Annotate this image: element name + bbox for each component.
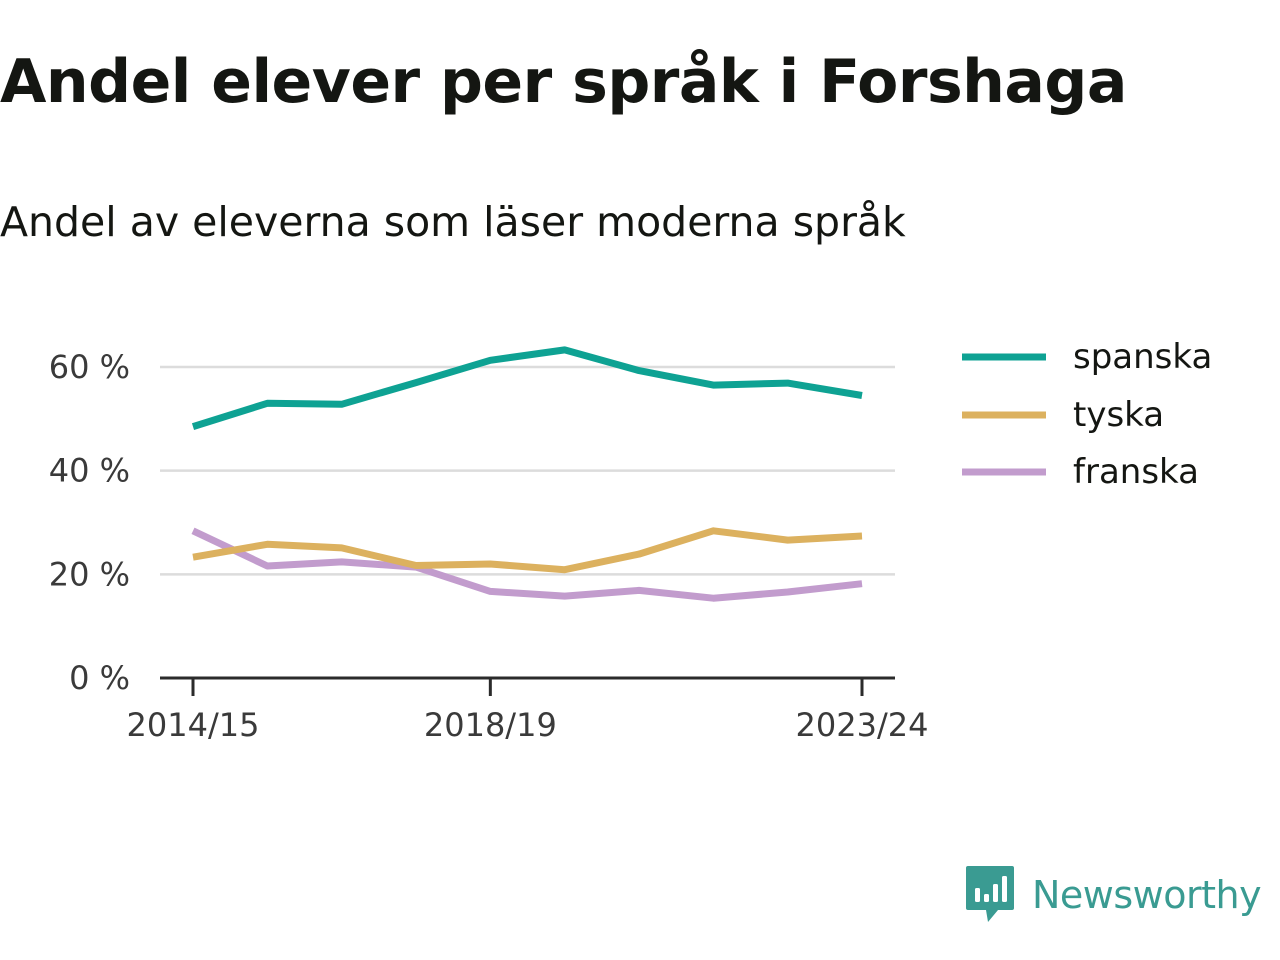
y-tick-label: 0 % xyxy=(69,659,130,697)
page-title: Andel elever per språk i Forshaga xyxy=(0,47,1127,117)
y-tick-label: 40 % xyxy=(49,452,130,490)
x-axis xyxy=(160,676,895,696)
series-line-spanska xyxy=(191,346,863,430)
grid-lines xyxy=(160,365,895,576)
x-tick-label: 2018/19 xyxy=(424,706,557,744)
y-tick-label: 20 % xyxy=(49,555,130,593)
legend-label-spanska: spanska xyxy=(1073,337,1212,377)
y-axis-tick-labels: 0 % 20 % 40 % 60 % xyxy=(49,348,130,697)
series-line-franska xyxy=(191,527,863,602)
brand-logo: Newsworthy xyxy=(964,864,1262,926)
legend-label-tyska: tyska xyxy=(1073,395,1164,435)
legend-label-franska: franska xyxy=(1073,452,1199,492)
series-lines xyxy=(191,346,863,602)
series-line-tyska xyxy=(192,527,863,574)
legend: spanska tyska franska xyxy=(962,337,1212,492)
newsworthy-logo-icon xyxy=(966,866,1014,922)
x-axis-tick-labels: 2014/15 2018/19 2023/24 xyxy=(127,706,929,744)
brand-name: Newsworthy xyxy=(1032,873,1262,917)
y-tick-label: 60 % xyxy=(49,348,130,386)
x-tick-label: 2014/15 xyxy=(127,706,260,744)
x-tick-label: 2023/24 xyxy=(796,706,929,744)
page-subtitle: Andel av eleverna som läser moderna språ… xyxy=(0,198,906,246)
